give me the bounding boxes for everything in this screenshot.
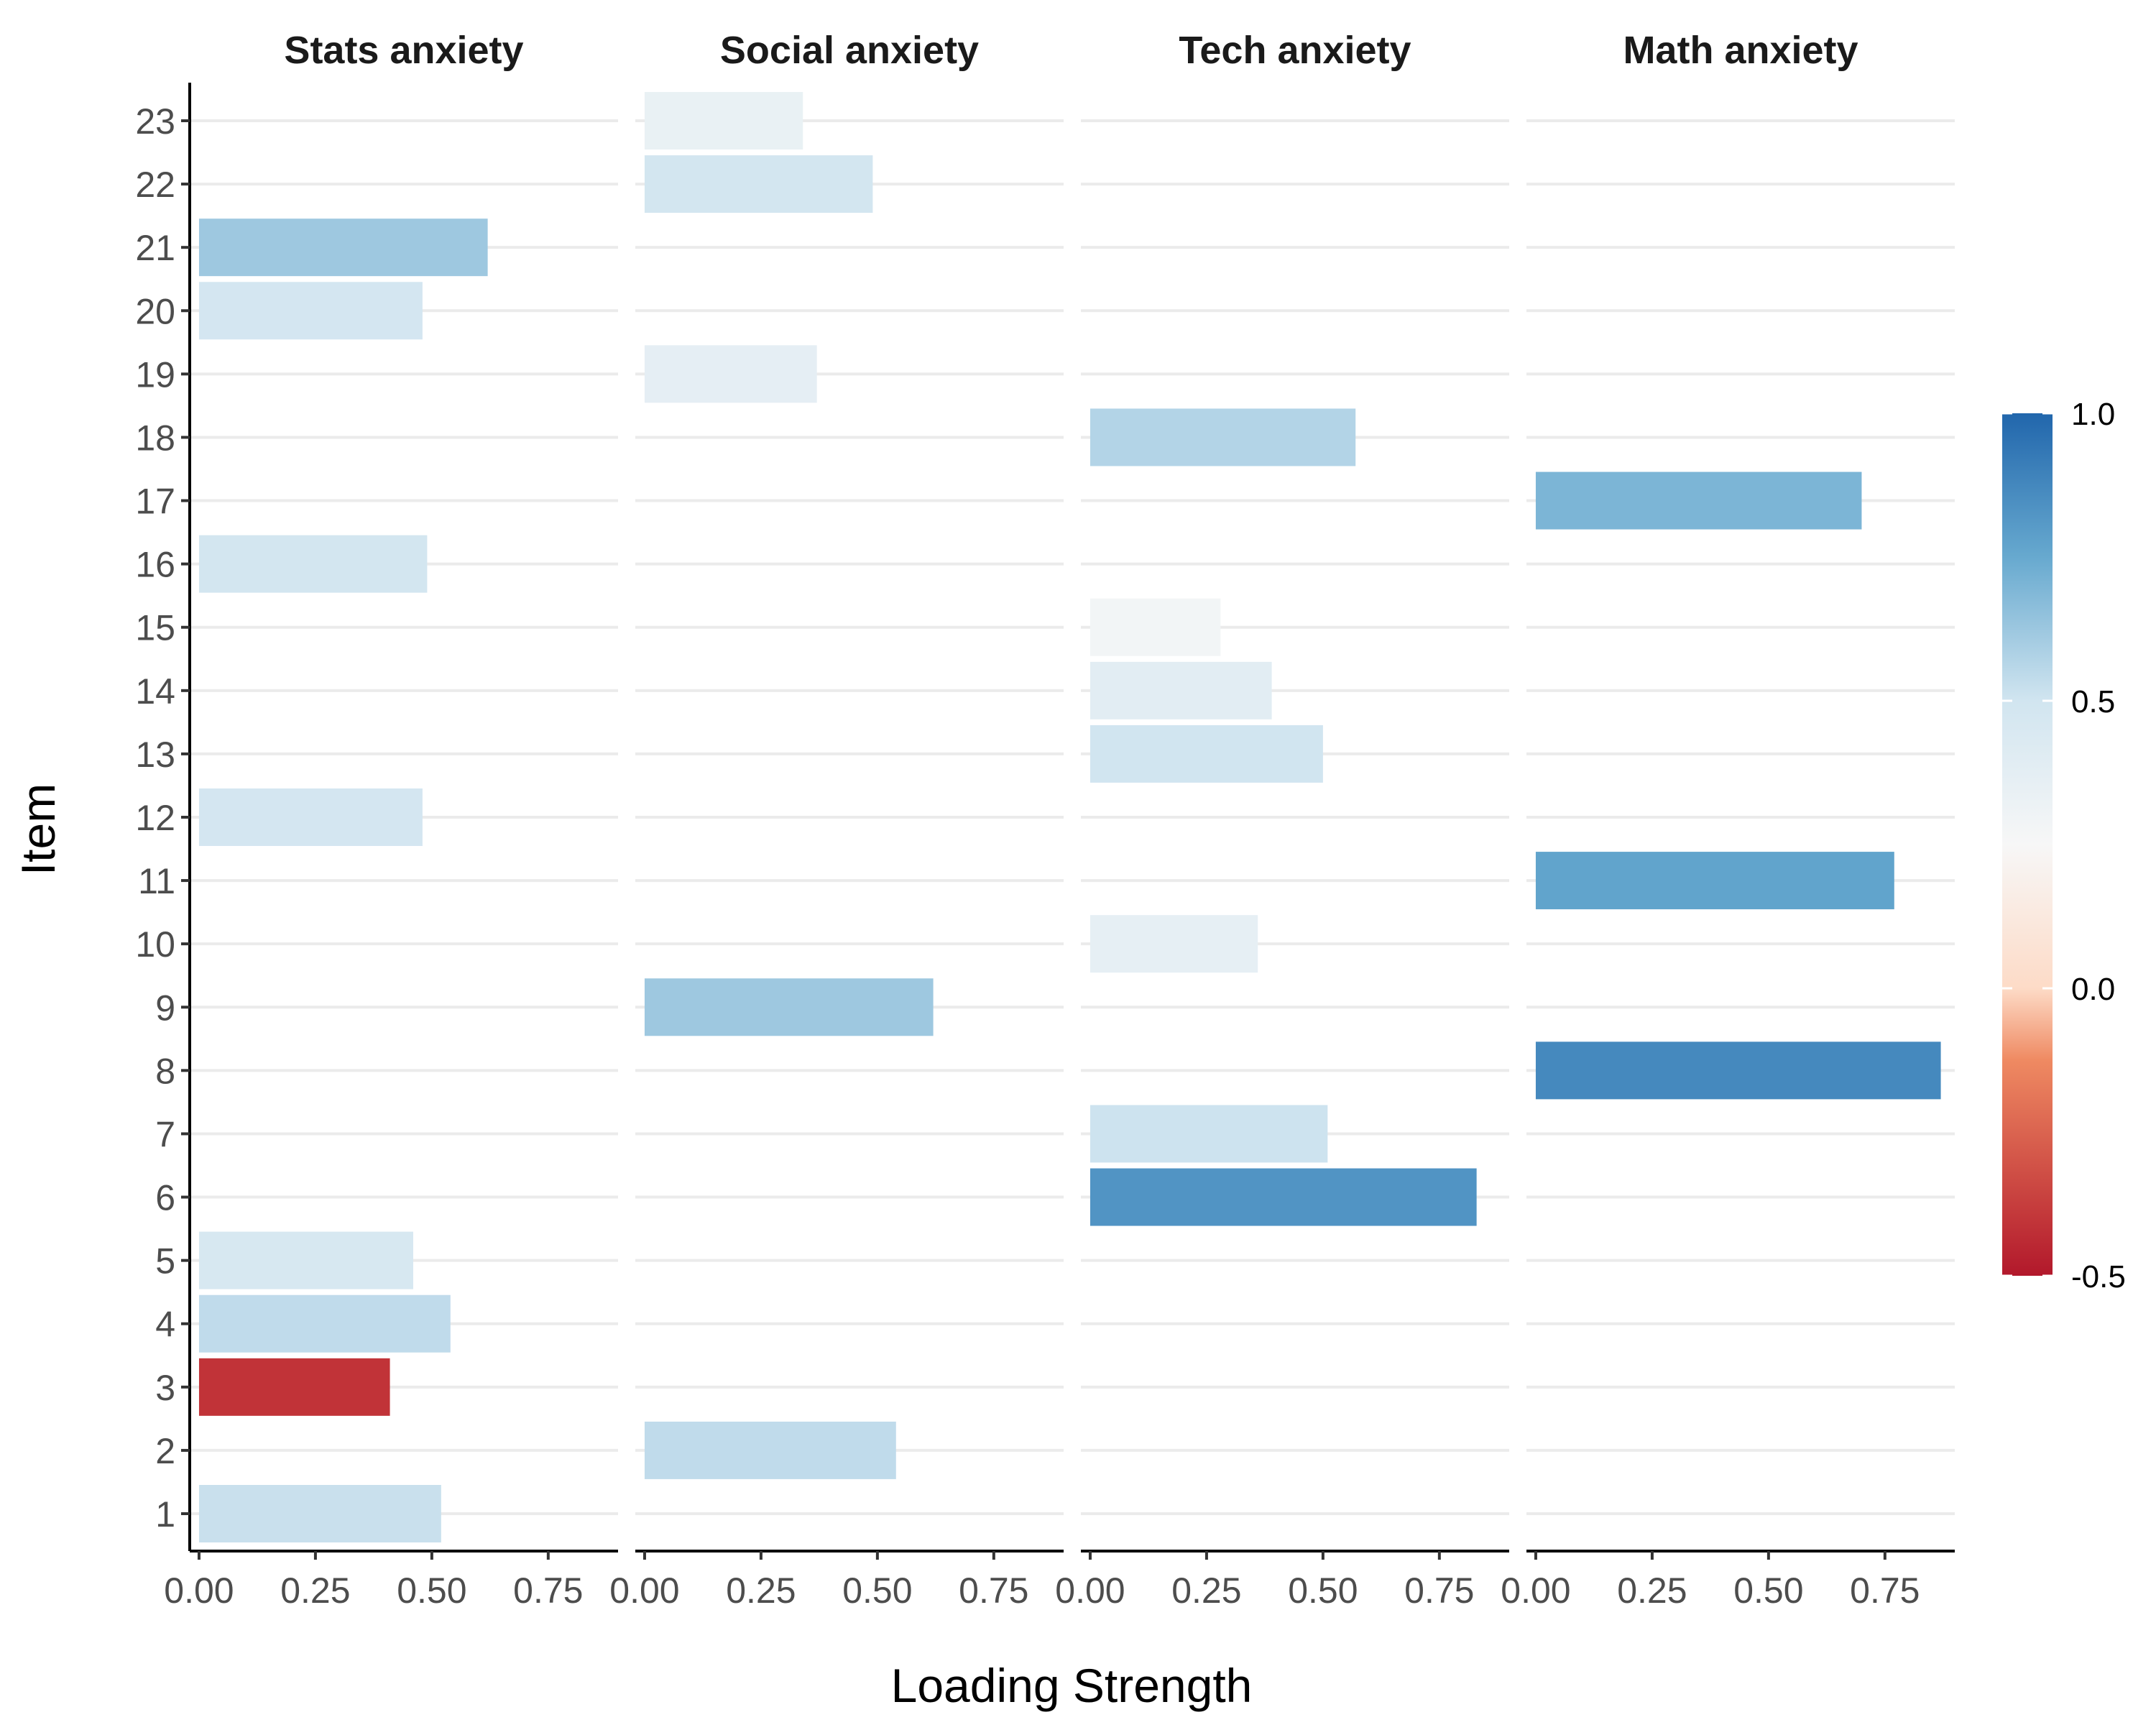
y-tick-label: 1 <box>155 1494 175 1535</box>
facet-title: Tech anxiety <box>1179 29 1411 72</box>
facet-title: Stats anxiety <box>284 29 523 72</box>
colorbar-label: 0.0 <box>2071 972 2115 1007</box>
y-tick-label: 10 <box>135 924 175 965</box>
bar <box>198 1358 390 1416</box>
x-tick-label: 0.00 <box>1501 1570 1570 1611</box>
x-tick-label: 0.50 <box>1733 1570 1803 1611</box>
x-tick-label: 0.50 <box>397 1570 466 1611</box>
x-tick-label: 0.50 <box>842 1570 912 1611</box>
y-tick-label: 13 <box>135 735 175 775</box>
y-axis-title: Item <box>11 783 65 875</box>
bar <box>1535 472 1862 530</box>
colorbar-label: 0.5 <box>2071 684 2115 719</box>
x-axis-title: Loading Strength <box>891 1659 1253 1712</box>
y-tick-label: 21 <box>135 228 175 268</box>
x-tick-label: 0.00 <box>164 1570 234 1611</box>
facet-title: Math anxiety <box>1623 29 1858 72</box>
bar <box>1089 1168 1477 1226</box>
x-tick-label: 0.50 <box>1288 1570 1358 1611</box>
x-tick-label: 0.25 <box>726 1570 796 1611</box>
y-tick-label: 11 <box>138 861 175 901</box>
bar <box>198 1485 441 1542</box>
y-tick-label: 9 <box>155 988 175 1028</box>
y-tick-label: 23 <box>135 101 175 142</box>
y-tick-label: 18 <box>135 418 175 458</box>
bar <box>1089 1105 1328 1163</box>
y-tick-label: 16 <box>135 545 175 585</box>
bar <box>644 92 803 150</box>
x-tick-label: 0.75 <box>513 1570 583 1611</box>
x-tick-label: 0.00 <box>609 1570 679 1611</box>
bar <box>644 345 817 403</box>
x-tick-label: 0.75 <box>1850 1570 1920 1611</box>
y-tick-label: 4 <box>155 1305 175 1345</box>
y-tick-label: 17 <box>135 482 175 522</box>
y-tick-label: 7 <box>155 1114 175 1154</box>
color-legend: 1.0 0.5 0.0 -0.5 <box>2002 397 2126 1294</box>
y-tick-label: 8 <box>155 1051 175 1091</box>
bar <box>198 282 423 340</box>
bar <box>644 1421 896 1479</box>
facet-panels: 0.00 0.25 0.50 0.75 Stats anxiety 0.00 0.25 0.5… <box>164 29 1955 1611</box>
y-tick-label: 15 <box>135 608 175 648</box>
bar <box>1535 852 1894 910</box>
x-tick-label: 0.00 <box>1055 1570 1125 1611</box>
x-tick-label: 0.25 <box>1171 1570 1241 1611</box>
y-tick-label: 2 <box>155 1431 175 1471</box>
y-tick-label: 19 <box>135 354 175 395</box>
y-tick-label: 20 <box>135 291 175 331</box>
bar <box>1089 408 1356 466</box>
colorbar <box>2002 413 2053 1276</box>
x-tick-label: 0.25 <box>1617 1570 1687 1611</box>
bar <box>1089 598 1221 656</box>
facet-title: Social anxiety <box>720 29 979 72</box>
bar <box>1089 724 1323 783</box>
facet-panel: 0.00 0.25 0.50 0.75 Social anxiety <box>609 29 1064 1611</box>
y-tick-label: 14 <box>135 671 175 712</box>
x-tick-label: 0.75 <box>1404 1570 1474 1611</box>
x-tick-label: 0.75 <box>959 1570 1028 1611</box>
colorbar-label: 1.0 <box>2071 397 2115 432</box>
bar <box>1089 915 1258 973</box>
colorbar-label: -0.5 <box>2071 1259 2126 1294</box>
bar <box>198 535 428 593</box>
bar <box>1089 661 1272 719</box>
facet-panel: 0.00 0.25 0.50 0.75 Stats anxiety <box>164 29 618 1611</box>
bar <box>644 978 934 1036</box>
y-tick-label: 12 <box>135 798 175 838</box>
bar <box>198 1294 451 1353</box>
bar <box>198 218 488 277</box>
y-tick-label: 5 <box>155 1241 175 1282</box>
facet-panel: 0.00 0.25 0.50 0.75 Tech anxiety <box>1055 29 1509 1611</box>
bar <box>198 788 423 846</box>
y-tick-label: 3 <box>155 1368 175 1408</box>
bar <box>644 155 873 213</box>
bar <box>1535 1041 1941 1100</box>
x-tick-label: 0.25 <box>280 1570 350 1611</box>
y-tick-label: 22 <box>135 165 175 205</box>
bar <box>198 1231 413 1289</box>
y-tick-label: 6 <box>155 1178 175 1218</box>
facet-panel: 0.00 0.25 0.50 0.75 Math anxiety <box>1501 29 1955 1611</box>
